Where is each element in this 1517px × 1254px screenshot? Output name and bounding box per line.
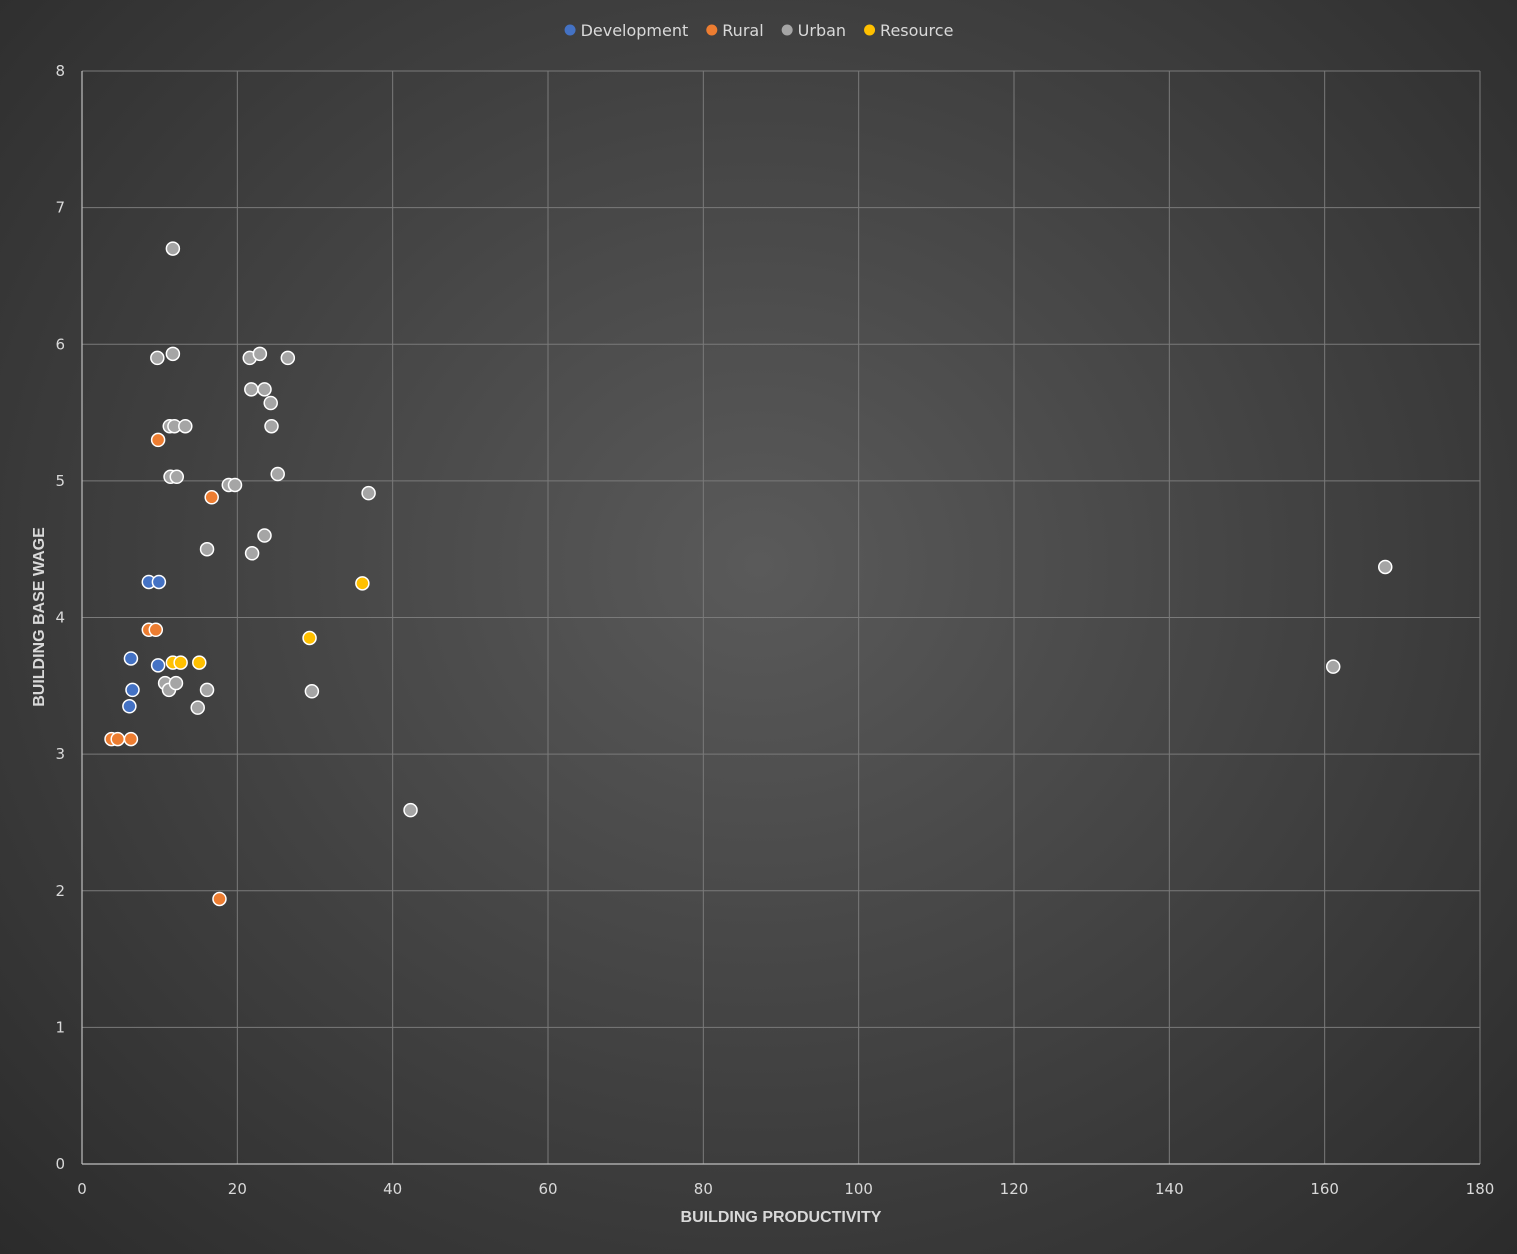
series-development — [122, 574, 167, 714]
data-point — [169, 469, 185, 485]
data-point — [244, 546, 260, 561]
y-tick-labels: 0 1 2 3 4 5 6 7 8 — [55, 62, 65, 1173]
legend-label: Urban — [798, 21, 846, 40]
data-point — [150, 432, 166, 448]
x-tick-label: 180 — [1466, 1180, 1495, 1198]
data-point — [150, 350, 165, 366]
y-tick-label: 7 — [55, 199, 65, 217]
data-point — [199, 541, 215, 557]
data-point — [264, 418, 279, 434]
legend-marker — [706, 24, 718, 36]
y-tick-label: 1 — [55, 1018, 65, 1036]
data-point — [257, 528, 272, 543]
data-point — [125, 682, 140, 698]
data-point — [244, 382, 259, 397]
data-point — [257, 382, 272, 397]
gridlines — [82, 70, 1481, 1164]
x-tick-label: 40 — [383, 1180, 402, 1198]
legend-item-resource: Resource — [864, 21, 953, 40]
data-points — [104, 241, 1393, 907]
data-point — [355, 576, 370, 591]
x-tick-label: 140 — [1155, 1180, 1184, 1198]
legend: Development Rural Urban Resource — [564, 21, 953, 40]
data-point — [150, 658, 166, 673]
data-point — [190, 700, 205, 715]
x-tick-labels: 0 20 40 60 80 100 120 140 160 180 — [77, 1180, 1494, 1198]
y-tick-label: 6 — [55, 335, 65, 353]
y-tick-label: 3 — [55, 745, 65, 763]
data-point — [165, 241, 181, 256]
data-point — [270, 466, 285, 482]
x-tick-label: 0 — [77, 1180, 87, 1198]
data-point — [212, 891, 227, 907]
y-tick-label: 2 — [55, 882, 65, 900]
y-tick-label: 0 — [55, 1155, 65, 1173]
data-point — [178, 418, 193, 434]
y-tick-label: 8 — [55, 62, 65, 80]
legend-label: Development — [581, 21, 689, 40]
x-tick-label: 20 — [228, 1180, 247, 1198]
legend-label: Rural — [722, 21, 763, 40]
series-resource — [165, 576, 370, 670]
data-point — [263, 395, 278, 411]
series-urban — [150, 241, 1393, 818]
x-tick-label: 60 — [538, 1180, 557, 1198]
data-point — [252, 346, 268, 362]
data-point — [1377, 559, 1393, 575]
data-point — [192, 655, 207, 670]
data-point — [403, 802, 418, 818]
x-tick-label: 160 — [1310, 1180, 1339, 1198]
data-point — [123, 651, 139, 666]
data-point — [302, 630, 317, 646]
data-point — [361, 485, 376, 501]
data-point — [168, 675, 184, 691]
x-tick-label: 100 — [844, 1180, 873, 1198]
data-point — [173, 655, 188, 670]
y-tick-label: 4 — [55, 609, 65, 627]
data-point — [122, 699, 137, 714]
x-tick-label: 80 — [694, 1180, 713, 1198]
data-point — [227, 477, 243, 493]
legend-label: Resource — [880, 21, 953, 40]
series-rural — [104, 432, 227, 907]
data-point — [199, 682, 215, 698]
legend-marker — [564, 24, 576, 36]
data-point — [165, 346, 181, 362]
y-tick-label: 5 — [55, 472, 65, 490]
legend-marker — [864, 24, 876, 36]
data-point — [280, 350, 296, 366]
data-point — [1325, 659, 1341, 674]
legend-item-development: Development — [564, 21, 689, 40]
axes — [81, 71, 1480, 1165]
legend-item-rural: Rural — [706, 21, 764, 40]
data-point — [151, 574, 167, 590]
data-point — [148, 622, 164, 638]
x-axis-title: BUILDING PRODUCTIVITY — [681, 1209, 882, 1226]
y-axis-title: BUILDING BASE WAGE — [31, 527, 48, 707]
x-tick-label: 120 — [1000, 1180, 1029, 1198]
legend-marker — [781, 24, 793, 36]
data-point — [204, 490, 219, 505]
data-point — [123, 731, 139, 747]
legend-item-urban: Urban — [781, 21, 846, 40]
data-point — [110, 731, 125, 747]
data-point — [304, 684, 320, 699]
